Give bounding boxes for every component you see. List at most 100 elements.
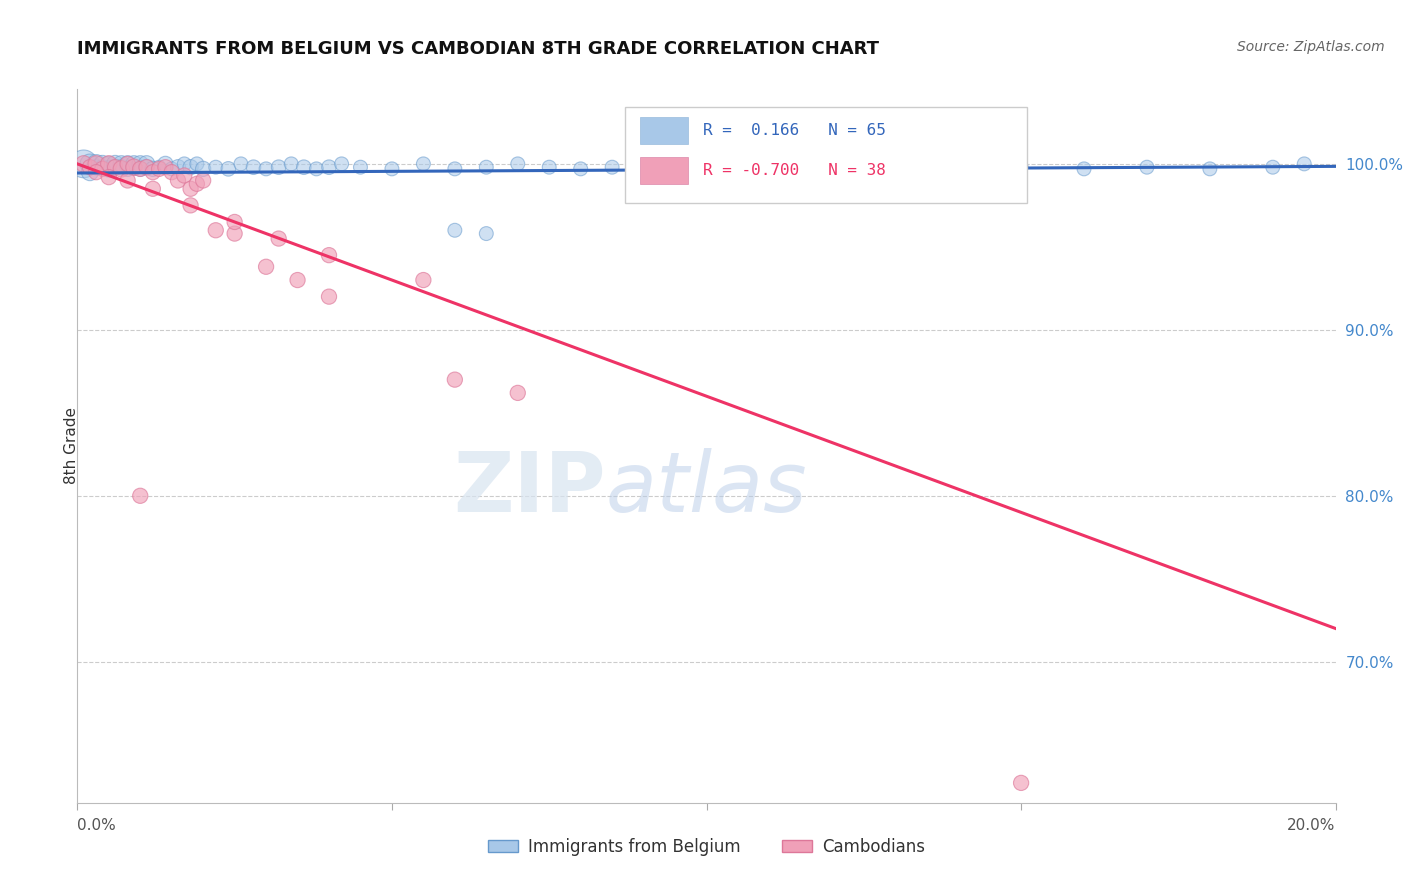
Point [129,489,152,503]
Point [117,161,139,176]
Point [122,157,145,171]
Point [180,160,202,174]
Point [84,165,107,179]
Point [267,231,290,245]
Point [117,157,139,171]
Point [167,173,190,187]
Point [91,157,114,171]
Text: atlas: atlas [606,449,807,529]
Point [330,157,353,171]
Point [444,223,467,237]
Point [412,273,434,287]
Point [84,160,107,174]
Point [148,161,170,176]
Point [72,157,94,171]
Point [186,157,208,171]
Point [217,161,239,176]
Text: IMMIGRANTS FROM BELGIUM VS CAMBODIAN 8TH GRADE CORRELATION CHART: IMMIGRANTS FROM BELGIUM VS CAMBODIAN 8TH… [77,40,879,58]
Point [97,157,120,171]
Point [475,160,498,174]
Point [1294,157,1316,171]
Point [110,160,132,174]
Point [104,157,127,171]
Point [381,161,404,176]
Point [79,165,101,179]
Point [696,161,718,176]
Point [1073,161,1095,176]
Text: Source: ZipAtlas.com: Source: ZipAtlas.com [1237,40,1385,54]
Point [142,165,165,179]
Point [1010,776,1032,790]
Point [506,385,529,400]
Point [79,157,101,171]
Point [104,160,127,174]
Text: R = -0.700   N = 38: R = -0.700 N = 38 [703,163,886,178]
Point [135,160,157,174]
Point [91,160,114,174]
Point [160,161,183,176]
Point [191,173,215,187]
Point [412,157,434,171]
Point [318,160,340,174]
Point [538,160,561,174]
Point [72,157,94,171]
Point [569,161,592,176]
Point [1261,160,1284,174]
Point [242,160,264,174]
Point [318,248,340,262]
Point [267,160,290,174]
Point [167,160,190,174]
Point [155,157,177,171]
Point [129,161,152,176]
Point [191,161,215,176]
Point [135,160,157,174]
Text: 0.0%: 0.0% [77,818,117,833]
Point [224,227,246,241]
Point [948,161,970,176]
FancyBboxPatch shape [624,107,1028,203]
FancyBboxPatch shape [640,157,688,184]
Point [444,161,467,176]
Point [173,169,195,183]
Point [254,260,277,274]
Point [1136,160,1159,174]
Point [148,160,170,174]
Point [180,198,202,212]
Point [91,161,114,176]
Point [122,160,145,174]
Point [633,157,655,171]
Point [305,161,328,176]
Point [117,157,139,171]
Point [204,160,226,174]
Legend: Immigrants from Belgium, Cambodians: Immigrants from Belgium, Cambodians [481,831,932,863]
Point [229,157,252,171]
Point [79,160,101,174]
Point [475,227,498,241]
FancyBboxPatch shape [640,117,688,145]
Point [97,157,120,171]
Point [884,160,907,174]
Point [224,215,246,229]
Point [160,165,183,179]
Point [97,170,120,185]
Point [142,182,165,196]
Point [104,160,127,174]
Point [758,160,780,174]
Point [204,223,226,237]
Point [280,157,302,171]
Point [129,157,152,171]
Point [117,173,139,187]
Text: R =  0.166   N = 65: R = 0.166 N = 65 [703,123,886,138]
Point [600,160,623,174]
Point [129,161,152,176]
Point [135,157,157,171]
Point [444,373,467,387]
Point [1199,161,1222,176]
Y-axis label: 8th Grade: 8th Grade [65,408,79,484]
Point [506,157,529,171]
Point [97,161,120,176]
Point [155,160,177,174]
Point [254,161,277,176]
Point [664,160,686,174]
Point [821,161,844,176]
